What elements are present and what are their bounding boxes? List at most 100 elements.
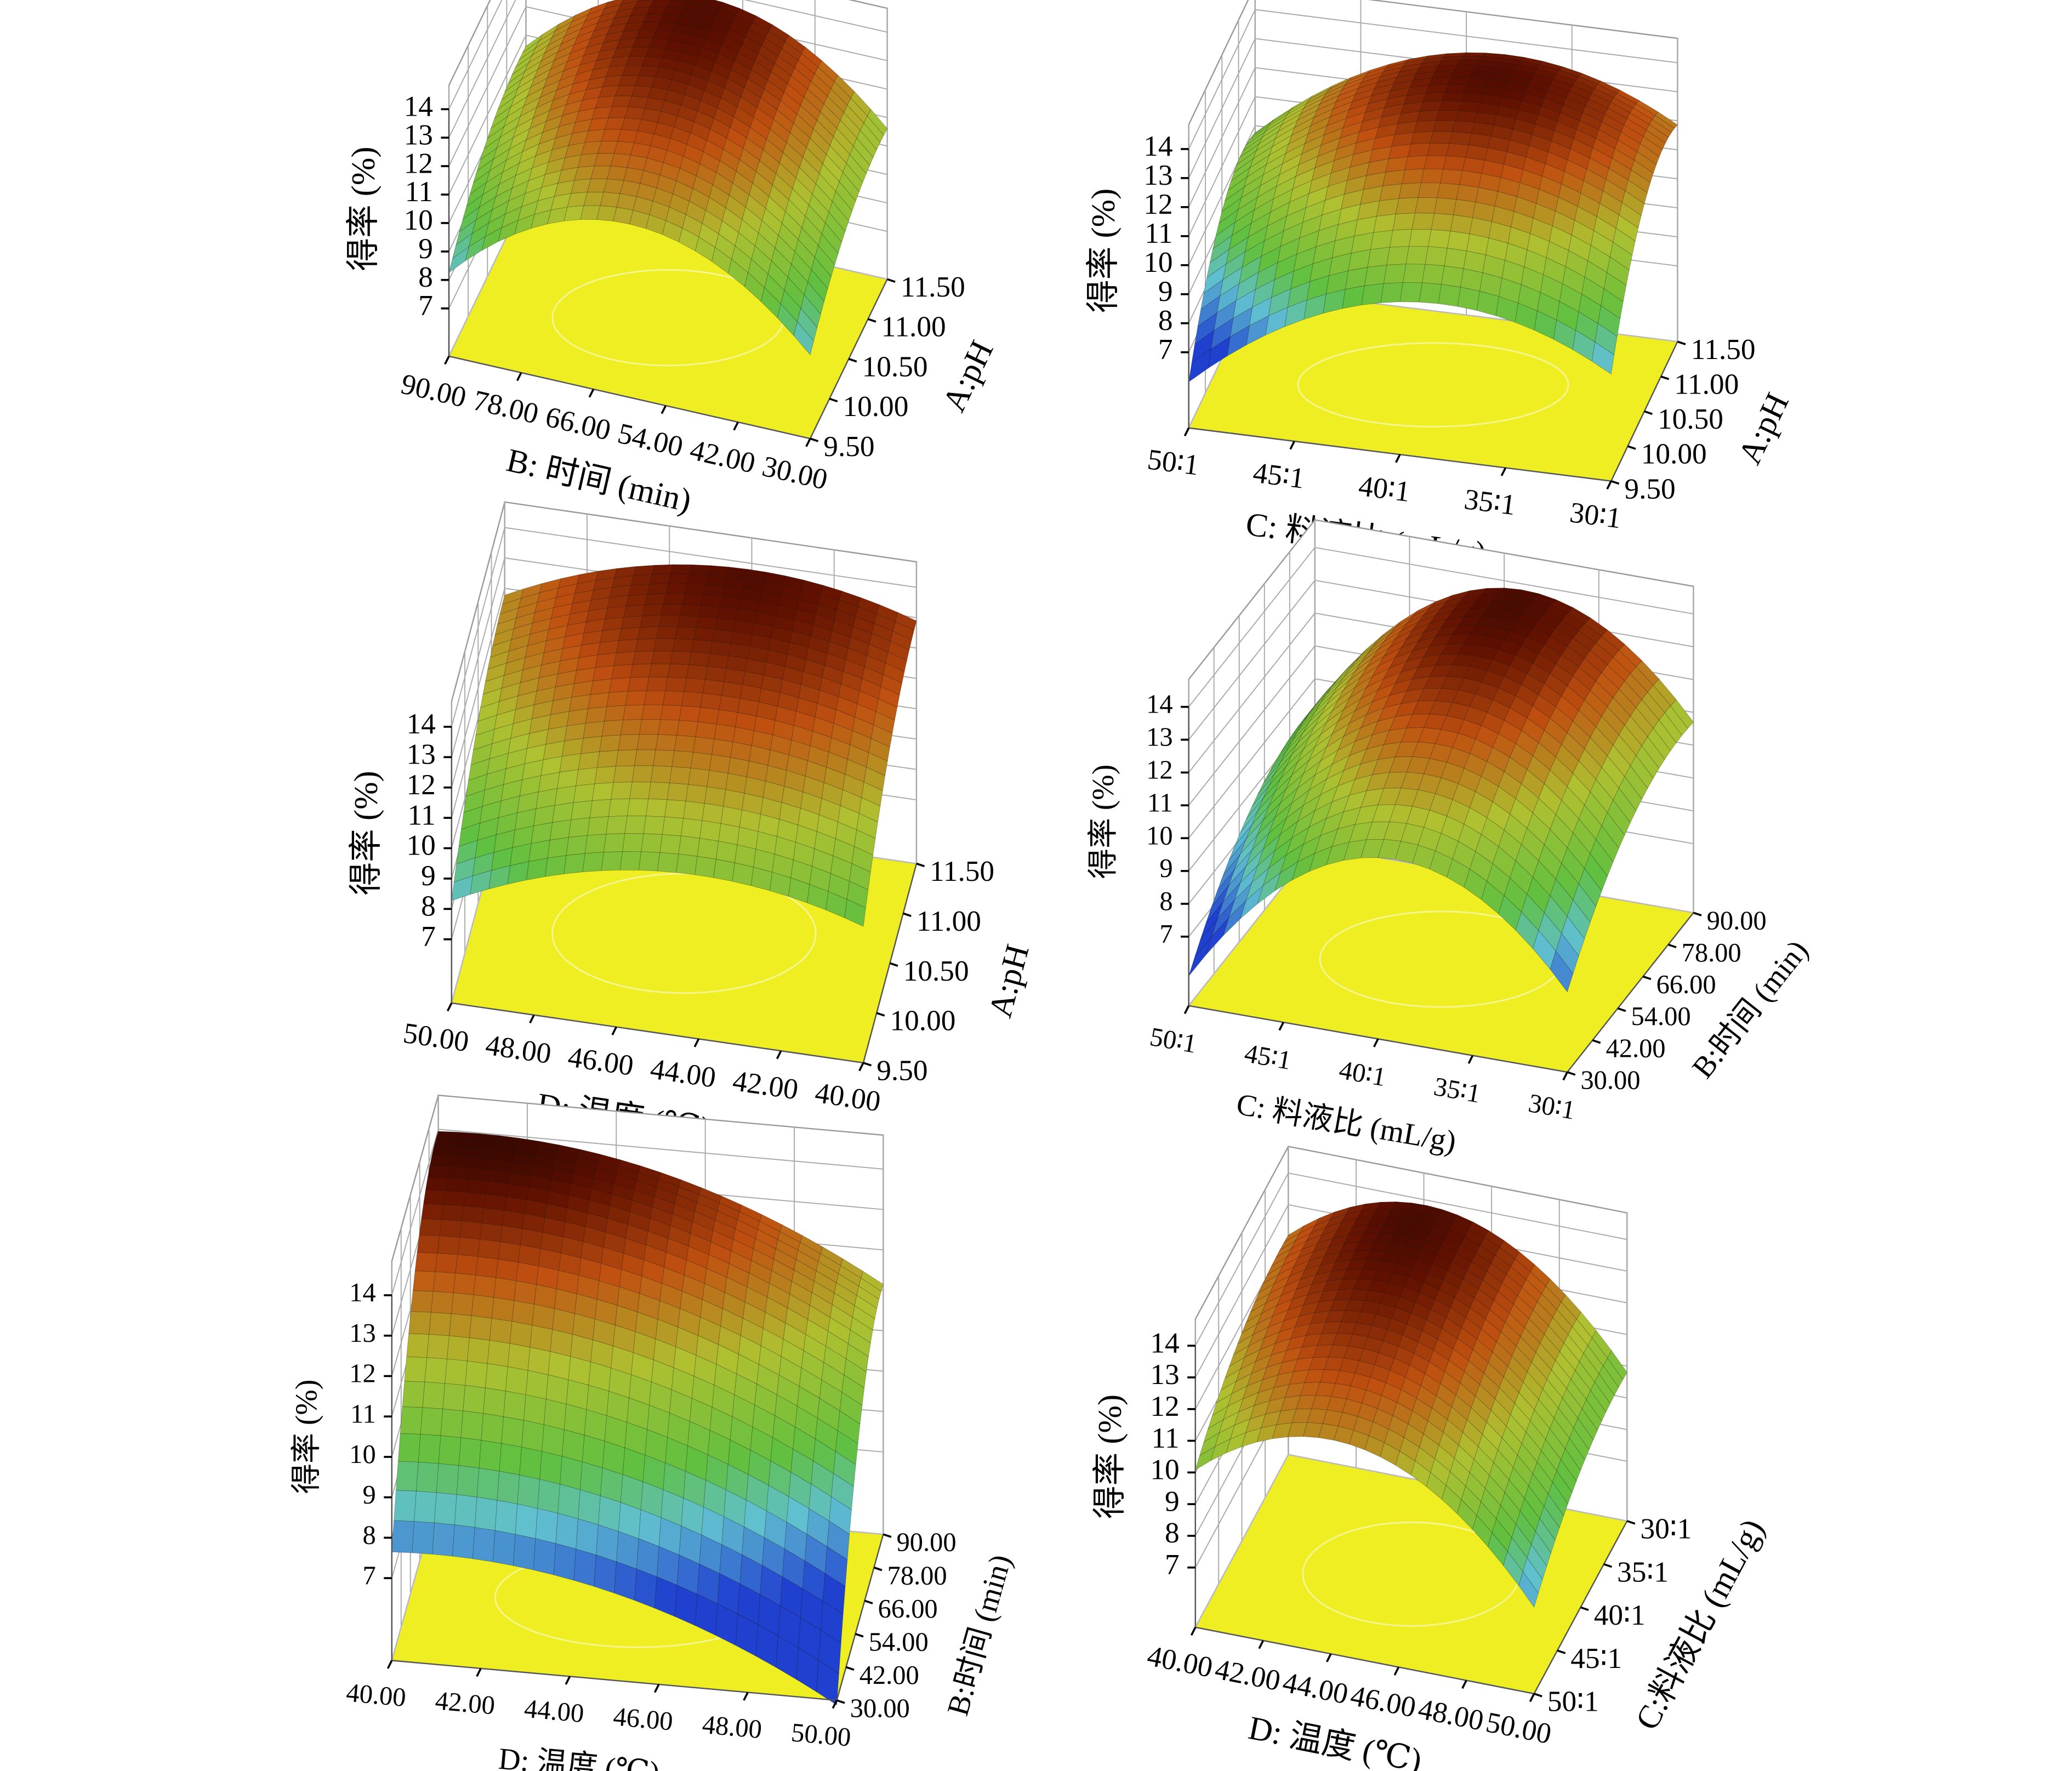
surface-patch	[630, 574, 652, 586]
x-tick	[653, 1684, 660, 1693]
surface-patch	[890, 631, 912, 651]
surface-patch	[732, 862, 754, 886]
x-tick-label: 45∶1	[1251, 456, 1306, 494]
y-tick	[916, 862, 925, 868]
floor-contour	[1297, 342, 1569, 428]
surface-patch	[525, 1370, 549, 1400]
z-tick-label: 7	[1158, 333, 1173, 366]
y-tick	[1603, 1563, 1612, 1568]
surface-patch	[545, 1374, 569, 1404]
surface-patch	[597, 640, 619, 656]
surface-patch	[646, 799, 668, 817]
z-tick-label: 9	[362, 1480, 375, 1510]
surface-patch	[1439, 100, 1462, 111]
x-tick-label: 35∶1	[1462, 483, 1517, 521]
surface-patch	[471, 1294, 494, 1319]
surface-patch	[660, 704, 682, 721]
surface-patch	[1454, 65, 1477, 71]
surface-patch	[631, 765, 654, 783]
x-tick-label: 50.00	[790, 1718, 852, 1752]
x-tick	[661, 405, 667, 414]
x-axis	[448, 355, 811, 440]
z-tick-label: 13	[404, 118, 433, 151]
surface-patch	[688, 767, 710, 787]
x-tick-label: 48.00	[483, 1029, 553, 1070]
surface-plot: 7 8 9 10 11 12 13 14 50∶1 45∶1 40∶1 35∶1 30∶130.00 42…	[1086, 518, 1815, 1159]
x-tick	[1562, 1072, 1568, 1081]
surface-patch	[832, 191, 853, 221]
surface-patch	[677, 615, 699, 628]
z-tick-label: 13	[1150, 1358, 1179, 1391]
surface-patch	[424, 1357, 447, 1384]
response-surface	[448, 0, 888, 356]
surface-patch	[1646, 124, 1669, 144]
surface-patch	[633, 565, 655, 576]
surface-patch	[608, 677, 631, 693]
surface-patch	[459, 1221, 482, 1240]
y-tick	[1567, 1071, 1576, 1076]
surface-patch	[583, 721, 605, 739]
surface-patch	[665, 583, 687, 594]
surface-patch	[700, 693, 722, 710]
surface-patch	[715, 841, 738, 863]
x-tick	[476, 1668, 482, 1677]
z-tick-label: 7	[1165, 1548, 1180, 1581]
x-tick	[776, 1050, 782, 1060]
surface-patch	[500, 1225, 523, 1245]
z-axis-label: 得率 (%)	[1086, 765, 1120, 879]
z-tick-label: 8	[1158, 304, 1173, 337]
surface-patch	[665, 677, 687, 692]
surface-patch	[560, 1456, 583, 1490]
surface-patch	[1413, 120, 1437, 133]
surface-patch	[592, 782, 614, 801]
surface-patch	[695, 856, 716, 878]
surface-patch	[639, 719, 661, 735]
x-axis	[391, 1660, 837, 1701]
surface-patch	[624, 816, 646, 834]
y-tick	[873, 1567, 883, 1571]
surface-patch	[854, 1295, 878, 1319]
surface-patch	[670, 651, 692, 665]
surface-patch	[655, 734, 678, 751]
y-tick	[1617, 1007, 1626, 1012]
surface-patch	[554, 785, 577, 806]
surface-patch	[699, 820, 721, 841]
surface-patch	[1399, 282, 1422, 303]
surface-patch	[1421, 168, 1444, 184]
surface-patch	[542, 1424, 565, 1457]
surface-patch	[1422, 92, 1446, 102]
surface-patch	[432, 1271, 456, 1294]
surface-patch	[878, 686, 900, 708]
surface-patch	[1447, 231, 1470, 252]
surface-patch	[1376, 198, 1399, 217]
surface-patch	[456, 1465, 480, 1497]
y-tick	[1677, 340, 1686, 345]
surface-patch	[562, 1429, 585, 1462]
surface-patch	[1440, 169, 1463, 185]
response-surface	[1195, 1201, 1627, 1608]
x-tick	[1461, 1679, 1467, 1689]
x-tick-label: 50∶1	[1148, 1022, 1199, 1059]
surface-patch	[646, 676, 668, 691]
y-tick-label: 10.00	[890, 1005, 955, 1037]
x-tick	[733, 422, 739, 431]
y-axis-label: A:pH	[936, 335, 1001, 417]
surface-patch	[563, 853, 585, 874]
surface-patch	[438, 1435, 462, 1466]
surface-patch	[833, 1451, 856, 1487]
surface-patch	[454, 1494, 477, 1528]
surface-patch	[1631, 160, 1654, 183]
surface-patch	[635, 638, 657, 652]
surface-patch	[807, 269, 828, 302]
z-tick-label: 9	[418, 232, 433, 265]
surface-patch	[861, 1271, 884, 1292]
surface-patch	[674, 627, 697, 640]
surface-patch	[480, 1222, 503, 1242]
surface-patch	[1550, 950, 1574, 993]
z-tick-label: 10	[1146, 821, 1172, 850]
y-tick-label: 9.50	[1624, 472, 1675, 505]
surface-patch	[1373, 214, 1396, 233]
y-tick	[889, 962, 898, 967]
y-tick-label: 11.00	[1674, 368, 1739, 400]
